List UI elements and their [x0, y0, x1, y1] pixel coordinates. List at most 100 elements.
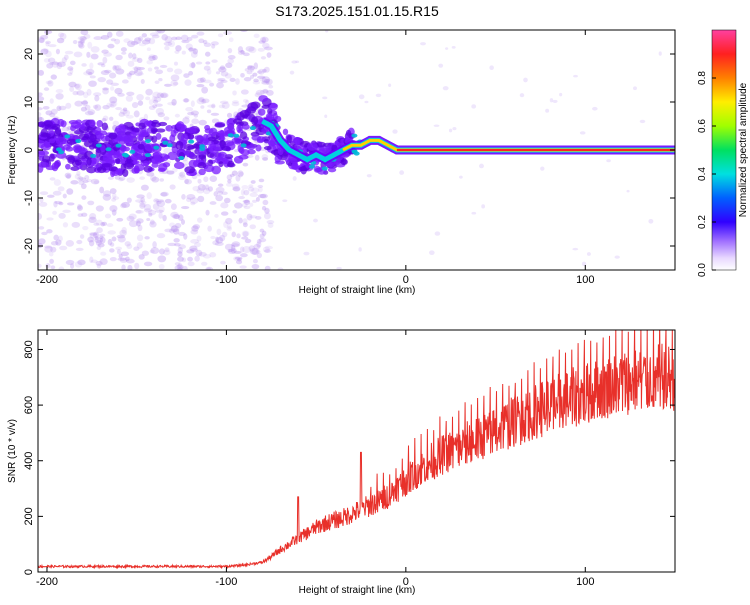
noise-speckle [196, 31, 205, 36]
x-tick-label: 100 [576, 576, 594, 588]
spectrogram-cell [63, 144, 71, 151]
noise-speckle [262, 68, 267, 73]
noise-speckle [172, 82, 179, 86]
noise-speckle [45, 110, 53, 116]
noise-speckle [95, 239, 102, 246]
noise-speckle [87, 236, 95, 243]
noise-speckle [81, 212, 88, 217]
noise-speckle [162, 214, 167, 222]
noise-speckle [110, 100, 118, 107]
spectrogram-peak [240, 143, 247, 148]
noise-speckle [159, 178, 165, 182]
noise-speckle [38, 201, 48, 207]
noise-speckle [58, 266, 65, 270]
snr-plot-area [38, 330, 675, 570]
noise-speckle [216, 228, 222, 236]
noise-speckle [192, 48, 199, 55]
noise-speckle [231, 170, 238, 176]
noise-speckle [231, 231, 236, 238]
noise-speckle [64, 54, 69, 61]
noise-speckle [203, 79, 212, 84]
noise-speckle [146, 171, 155, 177]
noise-speckle [109, 103, 115, 108]
noise-speckle [237, 258, 242, 262]
noise-speckle [442, 86, 449, 91]
noise-speckle [117, 235, 126, 243]
noise-speckle [121, 264, 126, 270]
noise-speckle [262, 42, 270, 49]
noise-speckle [45, 263, 51, 269]
noise-speckle [240, 253, 248, 258]
noise-speckle [80, 100, 89, 105]
noise-speckle [75, 83, 82, 91]
noise-speckle [471, 104, 477, 109]
noise-speckle [89, 75, 96, 79]
noise-speckle [253, 33, 260, 39]
noise-speckle [149, 219, 155, 225]
noise-speckle [67, 72, 73, 76]
noise-speckle [207, 104, 216, 108]
colorbar-tick-label: 0.6 [697, 119, 708, 133]
noise-speckle [102, 87, 109, 95]
noise-speckle [103, 190, 112, 197]
noise-speckle [586, 252, 591, 256]
spectrogram-cell [192, 143, 200, 149]
noise-speckle [62, 193, 67, 199]
noise-speckle [76, 239, 83, 245]
noise-speckle [196, 235, 202, 242]
noise-speckle [55, 239, 62, 246]
noise-speckle [263, 46, 273, 51]
spectrogram-cell [152, 152, 160, 158]
noise-speckle [191, 34, 199, 39]
noise-speckle [55, 89, 64, 94]
noise-speckle [89, 62, 94, 70]
noise-speckle [219, 234, 226, 242]
noise-speckle [153, 198, 159, 203]
spectrogram-peak [166, 143, 173, 148]
noise-speckle [260, 56, 267, 60]
noise-speckle [118, 112, 125, 117]
noise-speckle [51, 61, 60, 65]
noise-speckle [237, 50, 246, 56]
noise-speckle [158, 77, 163, 82]
noise-speckle [242, 222, 248, 228]
noise-speckle [155, 107, 165, 115]
noise-speckle [197, 77, 205, 84]
noise-speckle [164, 45, 170, 51]
noise-speckle [219, 65, 226, 70]
noise-speckle [209, 175, 218, 183]
noise-speckle [191, 118, 199, 125]
noise-speckle [176, 264, 184, 269]
noise-speckle [190, 50, 198, 58]
spectrogram-cell [176, 122, 182, 128]
noise-speckle [140, 184, 149, 191]
noise-speckle [178, 172, 184, 177]
noise-speckle [99, 235, 104, 240]
spectrogram-cell [120, 145, 127, 152]
noise-speckle [244, 68, 250, 72]
noise-speckle [102, 56, 108, 64]
noise-speckle [136, 66, 145, 71]
noise-speckle [220, 211, 229, 216]
noise-speckle [113, 65, 120, 70]
noise-speckle [119, 176, 126, 181]
noise-speckle [155, 199, 165, 203]
noise-speckle [252, 80, 261, 85]
noise-speckle [49, 98, 54, 104]
noise-speckle [70, 180, 79, 185]
noise-speckle [233, 250, 242, 254]
noise-speckle [134, 69, 143, 77]
noise-speckle [202, 253, 212, 259]
noise-speckle [40, 34, 49, 40]
noise-speckle [166, 170, 175, 175]
x-tick-label: 0 [403, 576, 409, 588]
noise-speckle [95, 205, 104, 212]
noise-speckle [264, 207, 270, 214]
noise-speckle [96, 227, 103, 234]
noise-speckle [215, 236, 220, 243]
noise-speckle [99, 258, 108, 266]
noise-speckle [246, 213, 253, 221]
spectrogram-cell [78, 133, 90, 141]
noise-speckle [59, 245, 68, 251]
